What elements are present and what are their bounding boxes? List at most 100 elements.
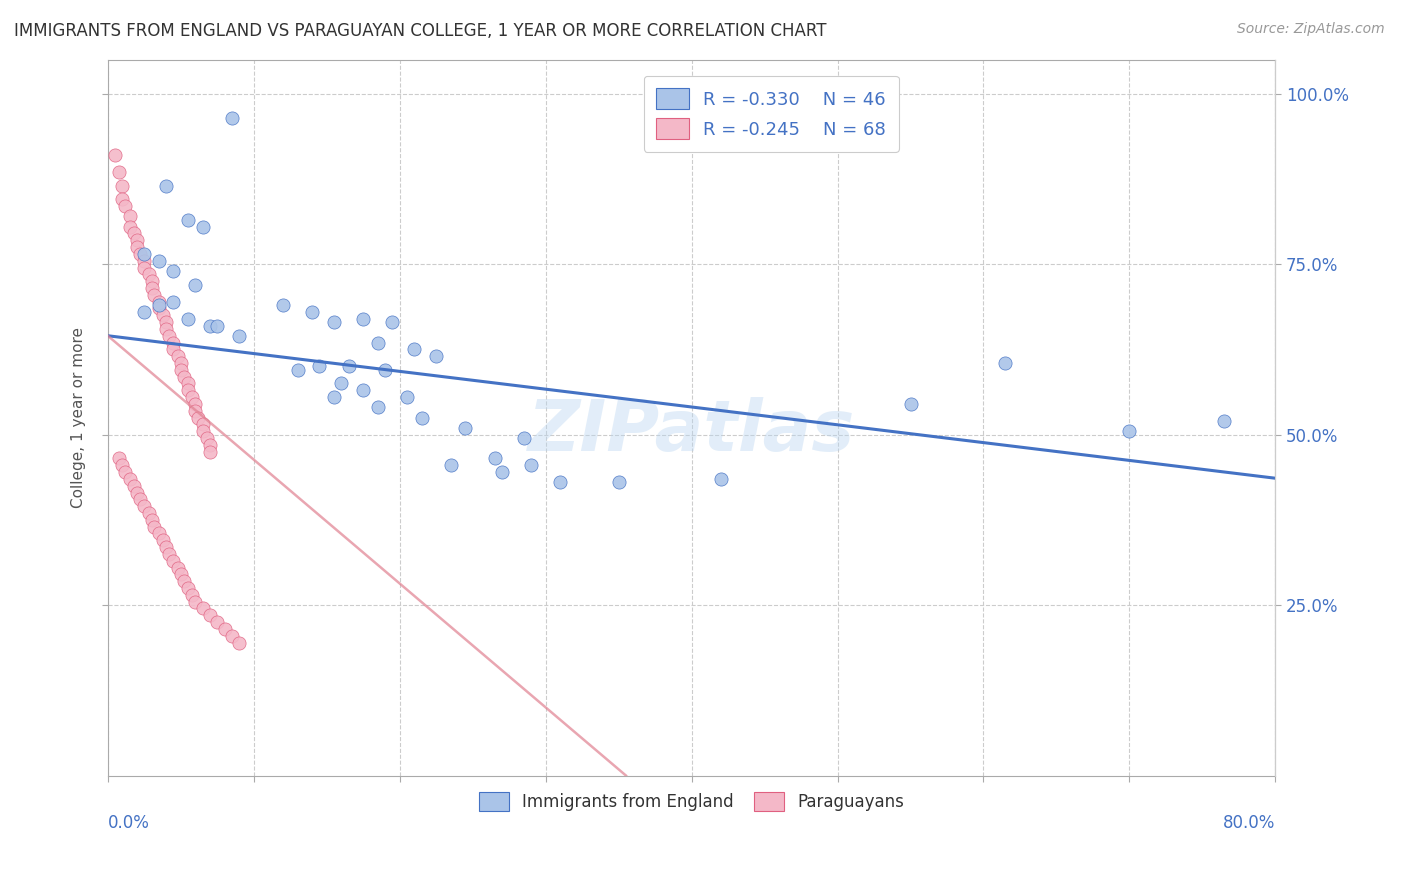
Point [191,424,214,438]
Point [155,540,177,554]
Point [157,547,180,561]
Point [221,111,243,125]
Point [157,328,180,343]
Point [352,311,374,326]
Text: 80.0%: 80.0% [1223,814,1275,832]
Point [141,513,163,527]
Point [141,274,163,288]
Point [191,417,214,432]
Point [214,622,236,636]
Point [301,305,323,319]
Point [367,401,389,415]
Point [138,268,160,282]
Text: ZIPatlas: ZIPatlas [527,397,855,467]
Point [177,212,200,227]
Point [148,301,170,316]
Point [152,308,174,322]
Point [108,165,131,179]
Point [143,519,166,533]
Point [134,247,156,261]
Point [330,376,353,391]
Point [184,397,207,411]
Point [128,492,150,507]
Point [187,410,209,425]
Point [287,363,309,377]
Point [411,410,433,425]
Point [111,178,134,193]
Point [184,594,207,608]
Point [170,567,193,582]
Point [181,390,204,404]
Point [148,294,170,309]
Point [134,260,156,275]
Point [352,384,374,398]
Point [118,219,141,234]
Point [155,315,177,329]
Point [148,526,170,541]
Point [308,359,330,374]
Point [994,356,1017,370]
Point [108,451,131,466]
Point [484,451,506,466]
Point [195,431,218,445]
Point [198,318,221,333]
Point [177,581,200,595]
Point [607,475,630,490]
Point [520,458,543,473]
Point [166,349,188,363]
Point [440,458,463,473]
Point [162,335,184,350]
Point [271,298,294,312]
Point [198,608,221,623]
Point [134,253,156,268]
Point [710,472,733,486]
Point [148,253,170,268]
Point [114,199,136,213]
Point [395,390,418,404]
Point [170,363,193,377]
Point [513,431,536,445]
Point [125,233,148,247]
Point [184,403,207,417]
Point [425,349,447,363]
Point [323,315,346,329]
Point [125,485,148,500]
Point [177,311,200,326]
Point [184,277,207,292]
Point [191,601,214,615]
Point [118,210,141,224]
Point [207,615,229,629]
Point [1213,414,1236,428]
Point [122,479,145,493]
Point [374,363,396,377]
Point [173,369,195,384]
Point [128,247,150,261]
Point [228,328,250,343]
Point [134,305,156,319]
Point [125,240,148,254]
Point [198,444,221,458]
Point [191,219,214,234]
Text: 0.0%: 0.0% [108,814,149,832]
Point [111,193,134,207]
Point [155,178,177,193]
Point [221,629,243,643]
Y-axis label: College, 1 year or more: College, 1 year or more [72,327,86,508]
Point [207,318,229,333]
Point [1118,424,1140,438]
Point [162,294,184,309]
Point [134,499,156,513]
Point [170,356,193,370]
Point [181,588,204,602]
Point [177,384,200,398]
Point [162,554,184,568]
Point [122,227,145,241]
Point [152,533,174,548]
Text: IMMIGRANTS FROM ENGLAND VS PARAGUAYAN COLLEGE, 1 YEAR OR MORE CORRELATION CHART: IMMIGRANTS FROM ENGLAND VS PARAGUAYAN CO… [14,22,827,40]
Point [118,472,141,486]
Point [323,390,346,404]
Point [166,560,188,574]
Point [162,343,184,357]
Point [141,281,163,295]
Point [381,315,404,329]
